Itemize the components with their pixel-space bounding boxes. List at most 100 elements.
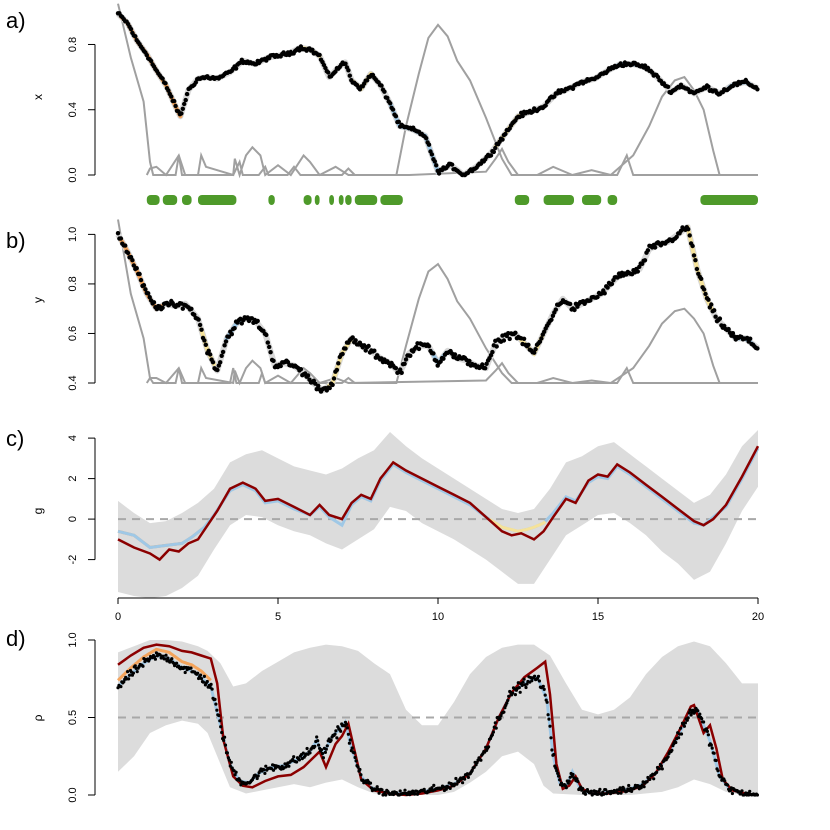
panel-d-data-point <box>403 788 407 792</box>
panel-a-y-tick-label: 0.4 <box>67 102 79 117</box>
panel-b-data-point <box>137 271 142 277</box>
panel-a-data-point <box>233 66 239 71</box>
segment-bar-range <box>338 195 344 205</box>
panel-b-data-point <box>542 329 547 334</box>
panel-b-data-point <box>134 266 139 271</box>
panel-d-data-point <box>135 670 139 674</box>
panel-d-data-point <box>679 732 684 736</box>
segment-bar-range <box>268 195 275 205</box>
panel-d-data-point <box>686 716 690 720</box>
panel-d-data-point <box>323 750 327 755</box>
panel-a-data-point <box>346 68 351 73</box>
panel-b-data-point <box>605 285 610 290</box>
panel-d-data-point <box>223 743 228 747</box>
panel-d-data-point <box>618 786 622 790</box>
panel-d-data-point <box>521 680 525 684</box>
panel-d-data-point <box>507 694 511 698</box>
panel-d-data-point <box>222 738 226 743</box>
panel-b-data-point <box>196 317 201 322</box>
panel-d-data-point <box>630 789 634 794</box>
panel-d-data-point <box>352 751 356 755</box>
panel-b-data-point <box>501 338 507 343</box>
panel-d-data-point <box>557 774 561 778</box>
panel-a-data-point <box>183 97 188 103</box>
panel-d-data-point <box>164 653 168 657</box>
panel-d-data-point <box>659 764 664 768</box>
panel-d-ylabel: ρ <box>31 714 45 721</box>
panel-d-data-point <box>233 773 237 777</box>
panel-d-data-point <box>183 670 187 675</box>
panel-d-data-point <box>205 679 209 684</box>
panel-c-estimate-yellow <box>488 517 547 533</box>
panel-b-data-point <box>402 361 407 366</box>
segment-bar-range <box>543 195 574 205</box>
panel-a-data-point <box>317 52 322 58</box>
panel-d-data-point <box>226 756 230 760</box>
panel-d-data-point <box>660 767 664 771</box>
panel-d-data-point <box>339 729 343 733</box>
panel-d-data-point <box>688 708 692 712</box>
panel-b-data-point <box>645 248 651 253</box>
panel-b-y-tick-label: 0.6 <box>67 326 79 341</box>
panel-d-data-point <box>348 738 352 742</box>
panel-d-data-point <box>510 691 515 695</box>
panel-a-data-point <box>182 101 187 107</box>
panel-d-data-point <box>555 769 559 773</box>
panel-d-data-point <box>223 735 227 739</box>
panel-d-data-point <box>674 740 678 745</box>
panel-d-data-point <box>755 793 760 797</box>
panel-b-data-point <box>316 383 321 388</box>
panel-b-data-point <box>239 321 244 326</box>
panel-c-letter: c) <box>6 426 24 451</box>
panel-b-y-tick-label: 0.8 <box>67 276 79 291</box>
panel-d-data-point <box>334 729 338 733</box>
panel-d-data-point <box>287 764 291 768</box>
panel-d-data-point <box>126 670 130 674</box>
panel-b-data-point <box>431 351 436 356</box>
panel-d-data-point <box>710 746 714 750</box>
panel-a-data-point <box>326 70 331 75</box>
panel-c-y-tick-label: 0 <box>67 516 79 522</box>
panel-a-data-point <box>665 84 671 90</box>
panel-d-data-point <box>657 767 662 771</box>
panel-b-data-point <box>484 361 489 366</box>
panel-d-data-point <box>666 755 670 759</box>
panel-b-data-point <box>480 362 485 367</box>
panel-d-data-point <box>380 788 384 792</box>
panel-b-plot: 0.4 0.6 0.8 1.0 <box>67 219 760 394</box>
panel-d-data-point <box>229 760 233 764</box>
panel-b-data-point <box>267 344 272 350</box>
panel-d-data-point <box>726 783 730 787</box>
panel-d-data-point <box>677 736 681 740</box>
panel-a-data-point <box>390 107 396 112</box>
panel-d-data-point <box>354 759 358 763</box>
panel-d-data-point <box>548 724 552 728</box>
panel-d-data-point <box>271 768 276 772</box>
panel-d-data-point <box>700 717 704 721</box>
panel-d-data-point <box>361 778 365 782</box>
panel-d-data-point <box>546 713 550 717</box>
panel-b-data-point <box>125 250 131 256</box>
panel-d-data-point <box>549 736 553 740</box>
panel-a-data-point <box>393 114 399 119</box>
panel-c: c) g -2 0 2 4 0 5 10 15 20 <box>6 426 764 623</box>
panel-b-data-point <box>138 277 144 283</box>
segment-bar-range <box>380 195 403 205</box>
panel-d-data-point <box>175 661 179 665</box>
panel-d-data-point <box>645 780 649 784</box>
panel-d-data-point <box>319 748 324 752</box>
panel-b-data-point <box>147 295 152 300</box>
panel-d-data-point <box>470 768 474 773</box>
panel-b-data-point <box>363 348 368 353</box>
panel-b-data-point <box>635 269 640 274</box>
panel-b-data-point <box>706 297 711 302</box>
panel-b-data-point <box>467 358 472 364</box>
panel-c-x-tick-label: 10 <box>432 611 444 623</box>
panel-b-data-point <box>298 367 304 372</box>
segment-bar-range <box>345 195 352 205</box>
panel-c-x-tick-label: 20 <box>752 611 764 623</box>
panel-a-data-point <box>333 69 338 74</box>
panel-b-data-point <box>197 322 203 328</box>
panel-b-data-point <box>353 338 358 343</box>
segment-bar-range <box>700 195 758 205</box>
